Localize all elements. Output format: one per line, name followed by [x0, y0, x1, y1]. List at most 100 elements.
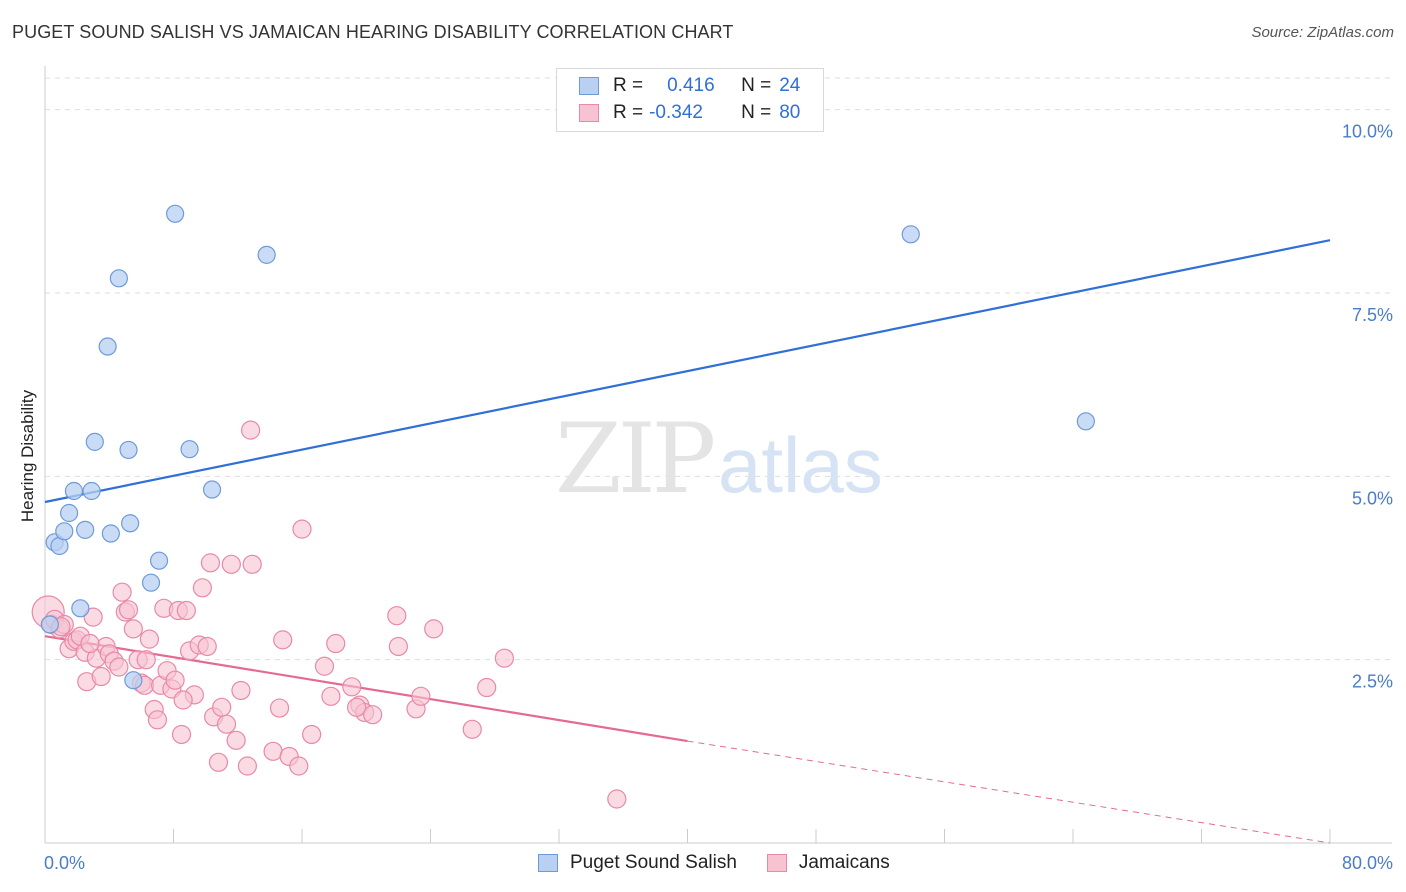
jamaicans-point — [424, 619, 444, 639]
puget-point — [59, 503, 79, 523]
x-tick-label-max: 80.0% — [1342, 853, 1393, 873]
y-tick-label: 7.5% — [1352, 305, 1393, 325]
puget-point — [141, 573, 161, 592]
jamaicans-point — [139, 629, 160, 649]
jamaicans-point — [494, 648, 514, 668]
jamaicans-point — [176, 600, 196, 621]
correlation-legend: R = 0.416 N = 24 R = -0.342 N = 80 — [556, 68, 824, 132]
x-tick-label-min: 0.0% — [44, 853, 85, 873]
jamaicans-point — [326, 633, 346, 654]
jamaicans-point — [173, 690, 193, 710]
legend-r-value: -0.342 — [649, 102, 703, 123]
y-axis-label: Hearing Disability — [18, 389, 37, 522]
puget-point — [166, 204, 185, 223]
jamaicans-point — [118, 600, 139, 620]
jamaicans-point — [411, 686, 431, 706]
y-tick-label: 2.5% — [1352, 672, 1393, 692]
legend-swatch-pink — [579, 104, 599, 122]
jamaicans-point — [171, 724, 192, 745]
jamaicans-point — [242, 554, 262, 574]
legend-n-label: N = — [741, 75, 772, 96]
watermark-atlas: atlas — [718, 421, 883, 509]
source-label: Source: ZipAtlas.com — [1251, 24, 1394, 41]
series-swatch-blue — [538, 854, 558, 872]
jamaicans-points — [31, 420, 627, 809]
puget-point — [101, 524, 120, 543]
jamaicans-point — [136, 650, 156, 670]
jamaicans-point — [212, 697, 232, 717]
jamaicans-point — [226, 730, 246, 750]
puget-point — [64, 481, 84, 501]
jamaicans-point — [347, 697, 367, 717]
jamaicans-point — [321, 686, 341, 706]
y-tick-labels: 2.5% 5.0% 7.5% 10.0% — [1342, 122, 1393, 692]
jamaicans-point — [302, 724, 322, 745]
series-name-puget: Puget Sound Salish — [570, 852, 737, 873]
axes — [44, 66, 1392, 844]
puget-point — [124, 671, 143, 690]
jamaicans-point — [221, 554, 241, 574]
watermark-zip: ZIP — [555, 403, 714, 515]
puget-point — [76, 520, 95, 539]
puget-point — [149, 551, 169, 570]
jamaicans-point — [241, 420, 261, 440]
jamaicans-point — [83, 607, 103, 627]
jamaicans-point — [80, 633, 100, 654]
jamaicans-point — [342, 677, 362, 697]
jamaicans-point — [91, 666, 111, 687]
legend-row-jamaicans: R = -0.342 N = 80 — [579, 101, 800, 125]
jamaicans-point — [208, 752, 229, 772]
jamaicans-trend-extension — [687, 740, 1331, 844]
puget-point — [1076, 412, 1095, 431]
puget-point — [85, 432, 104, 451]
jamaicans-point — [314, 656, 335, 676]
jamaicans-point — [123, 619, 143, 639]
puget-point — [257, 245, 276, 264]
legend-r-label: R = — [613, 75, 644, 96]
jamaicans-point — [263, 741, 283, 761]
jamaicans-point — [273, 630, 293, 650]
puget-point — [71, 599, 90, 618]
jamaicans-point — [292, 519, 312, 539]
jamaicans-point — [237, 756, 257, 776]
puget-point — [40, 615, 59, 634]
puget-point — [109, 269, 128, 288]
y-tick-label: 10.0% — [1342, 122, 1393, 142]
legend-n-value: 24 — [779, 75, 801, 96]
legend-n-label: N = — [741, 102, 772, 123]
jamaicans-point — [388, 636, 408, 657]
jamaicans-point — [387, 606, 407, 626]
jamaicans-point — [147, 710, 168, 730]
jamaicans-point — [477, 677, 497, 698]
puget-point — [98, 337, 117, 356]
legend-swatch-blue — [579, 77, 599, 95]
legend-r-value: 0.416 — [667, 75, 715, 96]
jamaicans-point — [109, 657, 129, 677]
jamaicans-point — [112, 582, 132, 602]
chart-title: PUGET SOUND SALISH VS JAMAICAN HEARING D… — [12, 22, 734, 42]
jamaicans-point — [462, 719, 482, 739]
puget-point — [82, 481, 101, 501]
series-legend: Puget Sound Salish Jamaicans — [538, 852, 890, 874]
legend-n-value: 80 — [779, 102, 801, 123]
trend-lines — [44, 239, 1331, 844]
puget-point — [55, 522, 74, 541]
series-name-jamaicans: Jamaicans — [798, 852, 890, 873]
series-swatch-pink — [766, 854, 787, 872]
puget-trend-line — [44, 239, 1331, 504]
x-tick-labels: 0.0% 80.0% — [44, 853, 1393, 873]
jamaicans-point — [200, 553, 221, 573]
jamaicans-point — [216, 714, 237, 734]
puget-point — [202, 480, 222, 499]
jamaicans-point — [607, 789, 627, 809]
y-tick-label: 5.0% — [1352, 488, 1393, 508]
legend-row-puget: R = 0.416 N = 24 — [579, 74, 800, 98]
jamaicans-point — [192, 578, 213, 598]
jamaicans-point — [231, 680, 251, 701]
legend-r-label: R = — [613, 102, 644, 123]
jamaicans-point — [269, 698, 290, 718]
puget-point — [121, 514, 140, 533]
puget-sound-salish-points — [40, 204, 1095, 690]
watermark: ZIP atlas — [555, 403, 883, 515]
